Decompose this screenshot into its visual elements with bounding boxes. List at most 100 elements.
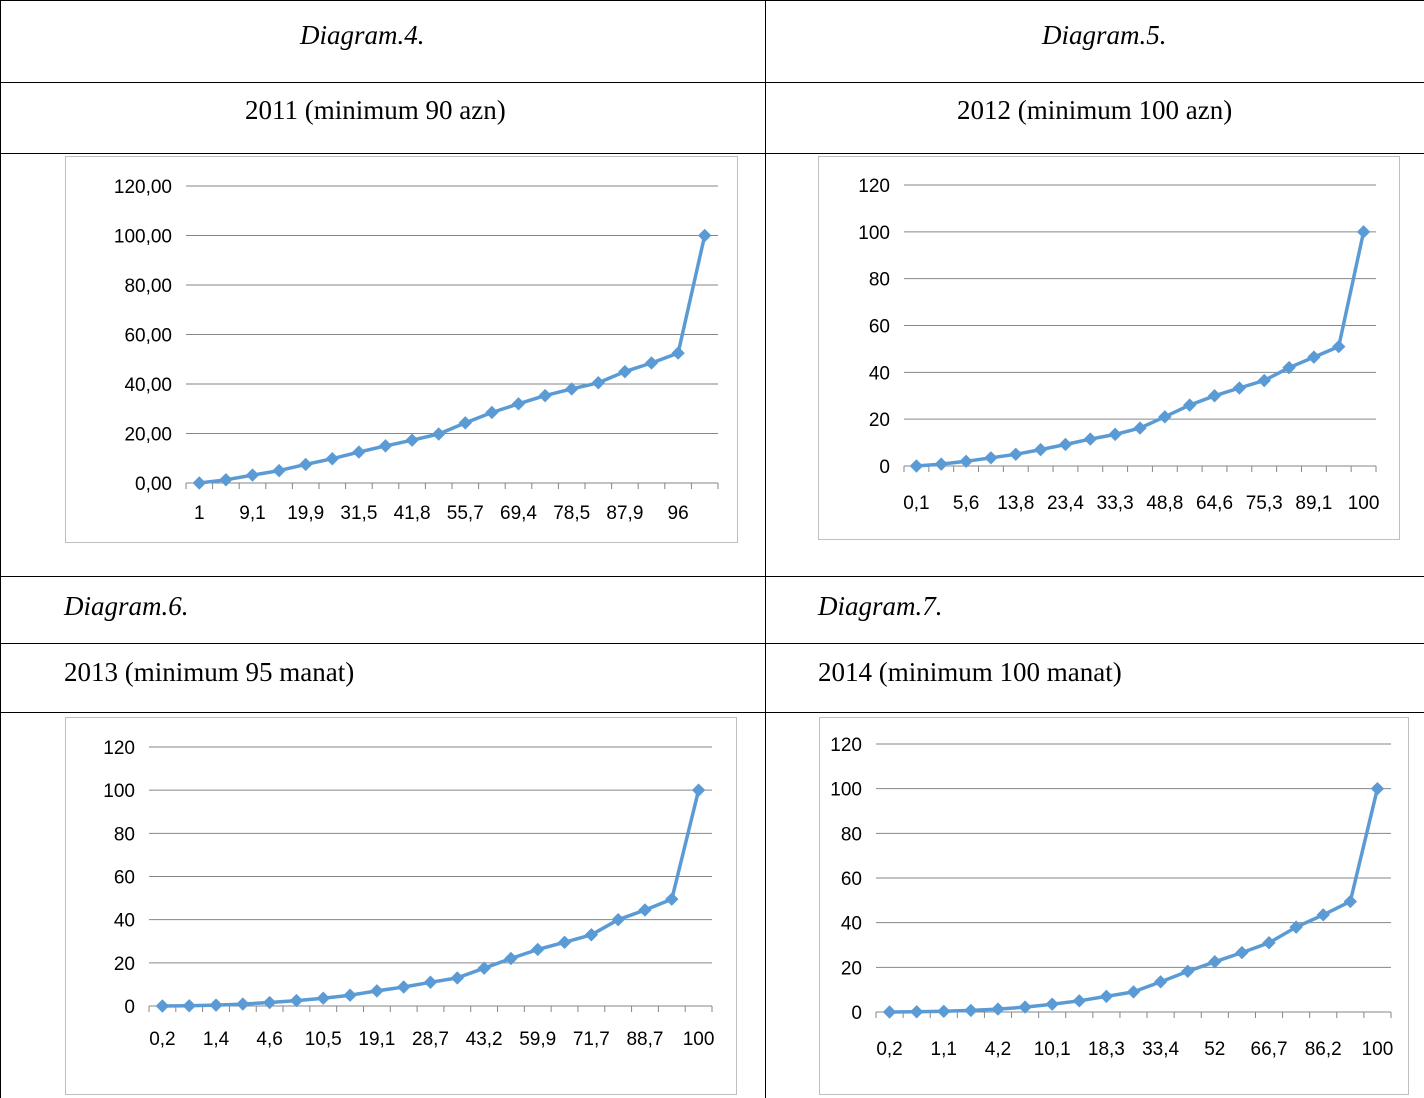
data-point <box>984 451 998 465</box>
diagram-6-caption: Diagram.6. <box>64 591 189 621</box>
x-tick-label: 5,6 <box>953 493 979 514</box>
y-tick-label: 40 <box>869 363 890 384</box>
data-point <box>1133 421 1147 435</box>
x-tick-label: 0,2 <box>876 1039 902 1060</box>
x-tick-label: 89,1 <box>1295 493 1332 514</box>
data-point <box>691 783 706 797</box>
x-tick-label: 18,3 <box>1088 1039 1125 1060</box>
data-point <box>504 951 518 966</box>
x-tick-label: 100 <box>683 1029 715 1050</box>
data-point <box>431 427 446 441</box>
x-tick-label: 41,8 <box>394 503 431 524</box>
data-point <box>289 993 304 1008</box>
data-point <box>1232 381 1247 395</box>
x-tick-label: 78,5 <box>553 503 590 524</box>
data-point <box>378 439 393 453</box>
data-point <box>665 892 679 906</box>
x-tick-label: 0,2 <box>149 1029 175 1050</box>
series-line <box>889 788 1380 1014</box>
chart-svg: 0 20 40 60 80 100 120 0,1 5,6 13,8 23,4 33,3 48,8 64,… <box>858 176 1380 514</box>
diagram-4-title: 2011 (minimum 90 azn) <box>245 95 506 125</box>
y-tick-label: 20,00 <box>124 425 172 446</box>
diagram-7-title: 2014 (minimum 100 manat) <box>818 657 1122 687</box>
data-point <box>671 346 685 360</box>
data-point <box>450 971 465 985</box>
x-tick-label: 0,1 <box>903 493 929 514</box>
data-point <box>272 463 286 478</box>
y-tick-label: 60 <box>114 868 135 889</box>
table-border-top <box>0 0 1424 1</box>
data-point <box>316 991 330 1005</box>
x-tick-label: 66,7 <box>1251 1039 1288 1060</box>
x-tick-label: 4,2 <box>985 1039 1011 1060</box>
diagram-5-caption: Diagram.5. <box>1042 20 1167 50</box>
data-point <box>1126 985 1141 999</box>
x-tick-label: 69,4 <box>500 503 537 524</box>
data-point <box>1153 975 1168 989</box>
data-point <box>1370 781 1385 796</box>
x-tick-label: 33,4 <box>1142 1039 1179 1060</box>
y-tick-label: 100 <box>103 781 135 802</box>
data-point <box>325 452 340 466</box>
data-point <box>485 405 499 420</box>
data-point <box>458 416 473 430</box>
y-tick-label: 120 <box>830 735 862 756</box>
y-tick-label: 40 <box>841 914 862 935</box>
table-divider <box>0 712 1424 713</box>
y-tick-label: 80,00 <box>124 276 172 297</box>
data-point <box>697 228 712 243</box>
x-tick-label: 43,2 <box>466 1029 503 1050</box>
y-tick-label: 0 <box>879 457 890 478</box>
x-tick-label: 96 <box>668 503 689 524</box>
data-point <box>564 382 579 396</box>
y-tick-label: 20 <box>869 410 890 431</box>
x-tick-label: 31,5 <box>340 503 377 524</box>
data-point <box>1316 908 1330 922</box>
table-divider <box>0 576 1424 577</box>
data-point <box>1235 945 1249 960</box>
data-point <box>192 476 207 490</box>
x-tick-label: 75,3 <box>1246 493 1283 514</box>
data-point <box>1033 442 1048 457</box>
data-point <box>909 459 924 473</box>
y-tick-label: 20 <box>114 954 135 975</box>
data-point <box>1045 997 1059 1011</box>
data-point <box>343 988 357 1002</box>
data-point <box>618 364 632 379</box>
data-point <box>405 433 419 447</box>
x-tick-label: 9,1 <box>239 503 265 524</box>
y-tick-label: 100,00 <box>114 227 172 248</box>
data-point <box>557 935 572 950</box>
table-divider <box>0 153 1424 154</box>
data-point <box>1058 437 1073 452</box>
data-point <box>591 376 606 390</box>
diagram-6-title: 2013 (minimum 95 manat) <box>64 657 355 687</box>
data-point <box>1009 447 1023 461</box>
y-tick-label: 100 <box>830 780 862 801</box>
chart-diagram-5: 0 20 40 60 80 100 120 0,1 5,6 13,8 23,4 33,3 48,8 64,… <box>818 156 1400 540</box>
diagram-5-title: 2012 (minimum 100 azn) <box>957 95 1233 125</box>
table-border-left <box>0 0 1 1098</box>
data-point <box>1289 920 1303 934</box>
data-point <box>1343 894 1358 909</box>
diagram-4-caption: Diagram.4. <box>300 20 425 50</box>
data-point <box>1356 225 1371 239</box>
data-point <box>1018 1000 1032 1014</box>
y-tick-label: 20 <box>841 958 862 979</box>
data-point <box>236 997 250 1011</box>
x-tick-label: 1,1 <box>931 1039 957 1060</box>
y-tick-label: 120,00 <box>114 177 172 198</box>
x-tick-label: 23,4 <box>1047 493 1084 514</box>
y-tick-label: 80 <box>114 824 135 845</box>
x-tick-label: 100 <box>1348 493 1380 514</box>
y-tick-label: 100 <box>858 223 890 244</box>
data-point <box>182 999 196 1013</box>
x-tick-label: 10,5 <box>305 1029 342 1050</box>
data-point <box>219 473 233 487</box>
data-point <box>1181 964 1195 979</box>
series-line <box>199 235 707 485</box>
data-point <box>584 928 599 942</box>
data-point <box>937 1004 951 1019</box>
data-point <box>262 995 277 1010</box>
chart-diagram-6: 0 20 40 60 80 100 120 0,2 1,4 4,6 10,5 19,1 28,7 43,2… <box>65 717 737 1095</box>
